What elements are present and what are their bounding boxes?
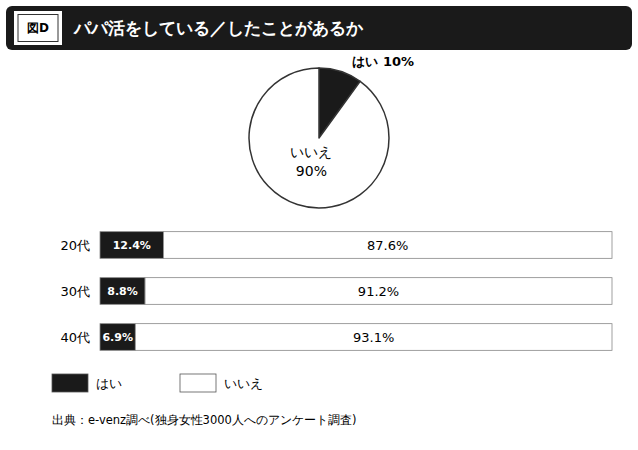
- category-label: 40代: [60, 330, 90, 345]
- data-label: 6.9%: [102, 331, 133, 344]
- category-label: 20代: [60, 238, 90, 253]
- legend-swatch: [52, 374, 88, 392]
- background: [0, 0, 638, 450]
- title: パパ活をしている／したことがあるか: [73, 18, 364, 38]
- pie-slice: [249, 68, 389, 208]
- bar-segment: [100, 278, 145, 305]
- bar-segment: [100, 232, 163, 259]
- legend-label: はい: [96, 376, 122, 391]
- title-background: [6, 6, 632, 50]
- legend-label: いいえ: [224, 376, 263, 391]
- figure-label: 図D: [27, 21, 49, 35]
- data-label: 8.8%: [107, 285, 138, 298]
- legend: はい いいえ: [52, 374, 263, 392]
- bar-segment: [145, 278, 612, 305]
- bar-segment: [100, 324, 135, 351]
- pie-value-label: 10%: [383, 54, 414, 69]
- category-label: 30代: [60, 284, 90, 299]
- chart-root: 図D パパ活をしている／したことがあるかはい 10% いいえ 90% 20代 12.4% 87…: [0, 0, 638, 450]
- title-bar: 図D パパ活をしている／したことがあるか: [6, 6, 632, 50]
- bar-marks: [100, 232, 612, 351]
- bar-segment: [163, 232, 612, 259]
- source-note: 出典：e-venz調べ(独身女性3000人へのアンケート調査): [52, 413, 356, 427]
- bar-chart: 20代 12.4% 87.6% 30代 8.8% 91.2% 40代 6.9% 93.1%: [60, 232, 612, 351]
- pie-value-label: 90%: [296, 163, 327, 179]
- legend-swatch: [180, 374, 216, 392]
- figure-label-inner-box: [18, 15, 58, 42]
- data-label: 87.6%: [367, 238, 408, 253]
- figure-label-box: [14, 11, 62, 45]
- bar-segment: [135, 324, 612, 351]
- data-label: 12.4%: [113, 239, 151, 252]
- pie-category: はい: [352, 54, 378, 69]
- pie-category: いいえ: [290, 144, 332, 160]
- pie: はい 10% いいえ 90%: [249, 54, 414, 208]
- data-label: 91.2%: [358, 284, 399, 299]
- data-label: 93.1%: [353, 330, 394, 345]
- bar-labels: 20代 12.4% 87.6% 30代 8.8% 91.2% 40代 6.9% 93.1%: [60, 238, 408, 345]
- pie-label: はい 10%: [352, 54, 414, 69]
